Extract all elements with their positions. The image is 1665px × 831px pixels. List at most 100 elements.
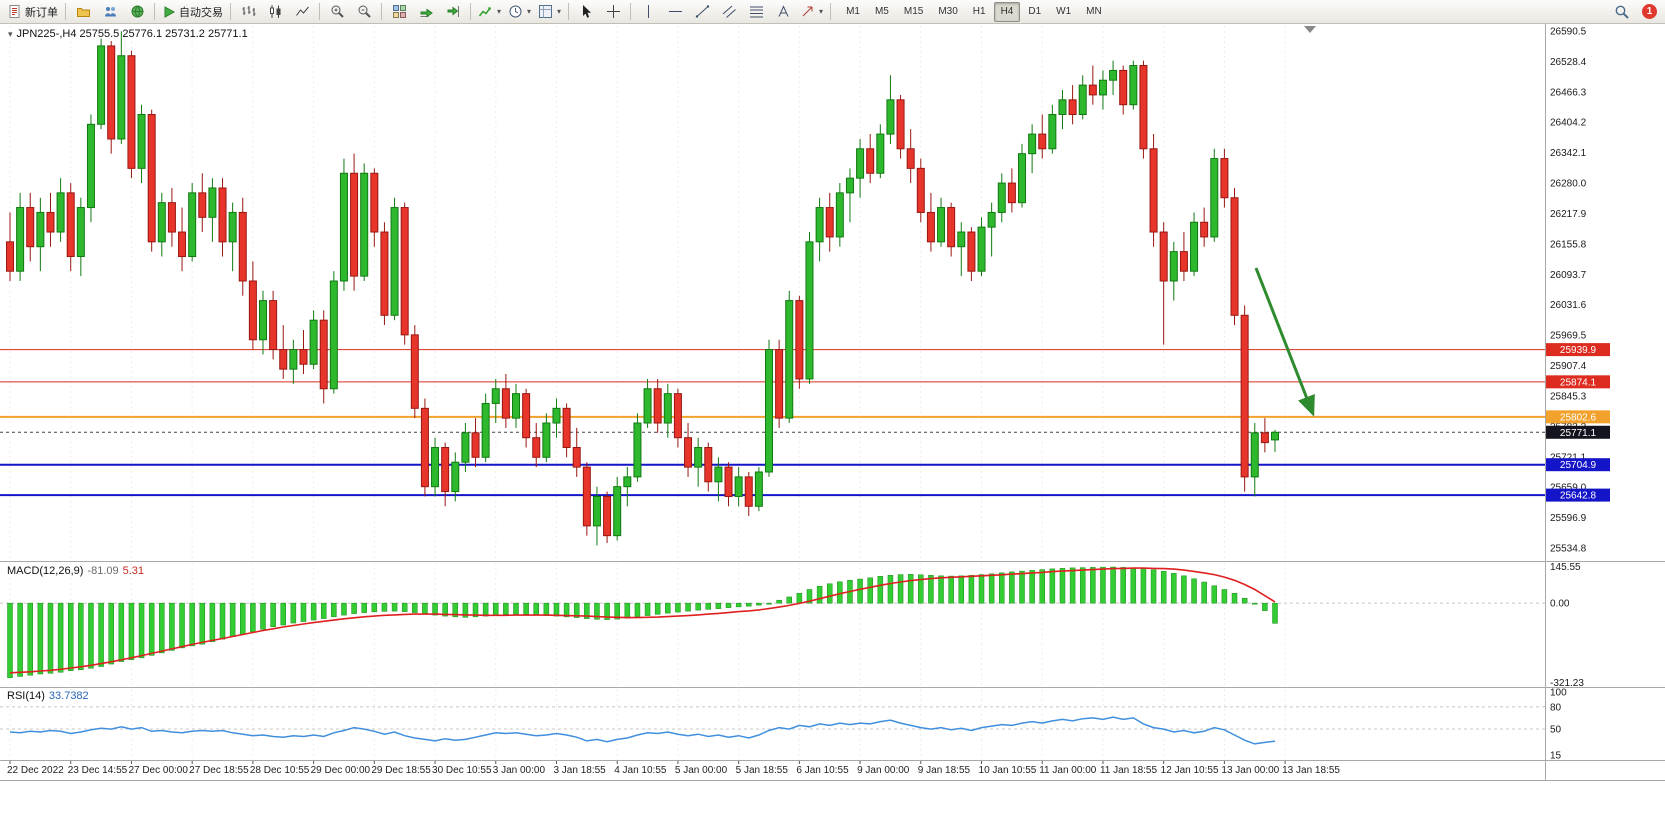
timeframe-h4-button[interactable]: H4 xyxy=(993,1,1021,22)
text-tool-icon xyxy=(778,5,789,17)
templates-icon xyxy=(539,5,553,18)
trendline-tool-button[interactable] xyxy=(689,1,715,23)
rsi-axis[interactable]: 100 80 50 15 xyxy=(1550,688,1567,762)
zoom-out-button[interactable] xyxy=(351,1,377,23)
trend-arrow-annotation[interactable] xyxy=(1254,267,1315,417)
horizontal-line-tool-button[interactable] xyxy=(662,1,688,23)
candles-layer[interactable] xyxy=(6,31,1279,546)
autotrading-icon xyxy=(164,5,176,18)
line-chart-icon xyxy=(295,6,309,16)
autotrading-label: 自动交易 xyxy=(179,6,223,19)
svg-text:27 Dec 18:55: 27 Dec 18:55 xyxy=(189,765,249,776)
price-macd-splitter[interactable] xyxy=(0,559,1665,564)
chart-info-row: ▾ JPN225-,H4 25755.5 25776.1 25731.2 257… xyxy=(7,28,248,40)
svg-text:25874.1: 25874.1 xyxy=(1560,377,1597,388)
svg-text:25969.5: 25969.5 xyxy=(1550,331,1587,342)
horizontal-line-icon xyxy=(668,11,682,12)
toolbar-separator xyxy=(830,3,832,20)
rsi-panel[interactable] xyxy=(0,706,1545,745)
templates-caret-icon: ▾ xyxy=(557,6,562,16)
toolbar-separator xyxy=(65,3,66,20)
macd-signal-value: 5.31 xyxy=(122,565,145,577)
market-watch-icon xyxy=(104,7,116,17)
rsi-label-row: RSI(14) 33.7382 xyxy=(7,690,89,702)
arrows-tool-icon xyxy=(802,6,813,17)
svg-text:15: 15 xyxy=(1550,751,1562,762)
auto-scroll-icon xyxy=(420,8,433,18)
auto-scroll-button[interactable] xyxy=(413,1,439,23)
svg-text:13 Jan 18:55: 13 Jan 18:55 xyxy=(1282,765,1340,776)
timeframe-m30-button[interactable]: M30 xyxy=(938,6,958,17)
svg-text:145.55: 145.55 xyxy=(1550,562,1581,573)
bar-chart-button[interactable] xyxy=(235,1,261,23)
toolbar-separator xyxy=(230,3,231,20)
arrows-tool-button[interactable]: ▾ xyxy=(797,1,826,23)
macd-panel[interactable] xyxy=(0,566,1545,678)
svg-text:11 Jan 18:55: 11 Jan 18:55 xyxy=(1100,765,1158,776)
periods-button[interactable]: ▾ xyxy=(505,1,534,23)
line-chart-button[interactable] xyxy=(289,1,315,23)
templates-button[interactable]: ▾ xyxy=(535,1,564,23)
chart-shift-marker-icon[interactable] xyxy=(1304,26,1316,33)
timeframe-w1-button[interactable]: W1 xyxy=(1056,6,1072,17)
chart-shift-button[interactable] xyxy=(440,1,466,23)
cursor-button[interactable] xyxy=(573,1,599,23)
crosshair-button[interactable] xyxy=(600,1,626,23)
new-order-label: 新订单 xyxy=(25,6,58,19)
panel-borders xyxy=(0,24,1665,781)
toolbar-separator xyxy=(470,3,471,20)
svg-text:-321.23: -321.23 xyxy=(1550,678,1584,689)
new-order-button[interactable]: 新订单 xyxy=(4,1,61,23)
tile-windows-button[interactable] xyxy=(386,1,412,23)
svg-text:30 Dec 10:55: 30 Dec 10:55 xyxy=(432,765,492,776)
chart-menu-icon[interactable]: ▾ xyxy=(8,28,13,39)
svg-text:50: 50 xyxy=(1550,725,1562,736)
cursor-icon xyxy=(582,5,591,18)
timeframe-mn-button[interactable]: MN xyxy=(1086,6,1102,17)
text-tool-button[interactable] xyxy=(770,1,796,23)
timeframe-m15-button[interactable]: M15 xyxy=(903,6,924,17)
candlestick-chart-button[interactable] xyxy=(262,1,288,23)
periods-clock-icon xyxy=(509,5,522,18)
svg-text:29 Dec 18:55: 29 Dec 18:55 xyxy=(371,765,431,776)
price-axis[interactable]: 26590.5 26528.4 26466.3 26404.2 26342.1 26280… xyxy=(1550,27,1587,555)
svg-text:25771.1: 25771.1 xyxy=(1560,428,1597,439)
search-button[interactable] xyxy=(1609,1,1635,23)
timeframe-d1-button[interactable]: D1 xyxy=(1028,6,1042,17)
indicators-button[interactable]: ▾ xyxy=(475,1,504,23)
zoom-in-button[interactable] xyxy=(324,1,350,23)
navigator-button[interactable] xyxy=(124,1,150,23)
new-order-icon xyxy=(9,5,20,18)
trendline-icon xyxy=(695,5,709,18)
vertical-line-icon xyxy=(647,5,649,18)
channel-tool-button[interactable] xyxy=(716,1,742,23)
svg-text:26590.5: 26590.5 xyxy=(1550,27,1587,38)
svg-text:9 Jan 18:55: 9 Jan 18:55 xyxy=(918,765,971,776)
notification-badge[interactable]: 1 xyxy=(1642,4,1657,19)
svg-text:11 Jan 00:00: 11 Jan 00:00 xyxy=(1039,765,1097,776)
periods-caret-icon: ▾ xyxy=(527,6,532,16)
svg-text:25659.0: 25659.0 xyxy=(1550,483,1587,494)
time-axis[interactable]: 22 Dec 2022 23 Dec 14:55 27 Dec 00:00 27 De… xyxy=(7,761,1340,776)
crosshair-icon xyxy=(606,5,620,18)
svg-text:10 Jan 10:55: 10 Jan 10:55 xyxy=(979,765,1037,776)
bar-chart-icon xyxy=(242,6,255,16)
indicators-icon xyxy=(478,7,492,17)
market-watch-button[interactable] xyxy=(97,1,123,23)
macd-rsi-splitter[interactable] xyxy=(0,685,1665,690)
macd-axis[interactable]: 145.55 0.00 -321.23 xyxy=(1550,562,1584,689)
candlestick-chart-icon xyxy=(269,5,280,18)
svg-text:26155.8: 26155.8 xyxy=(1550,239,1587,250)
timeframe-m1-button[interactable]: M1 xyxy=(846,6,860,17)
fibonacci-tool-button[interactable] xyxy=(743,1,769,23)
toolbar-separator xyxy=(381,3,382,20)
macd-main-value: -81.09 xyxy=(87,565,119,577)
timeframe-m5-button[interactable]: M5 xyxy=(874,6,889,17)
profiles-button[interactable] xyxy=(70,1,96,23)
autotrading-button[interactable]: 自动交易 xyxy=(159,1,226,23)
timeframe-h1-button[interactable]: H1 xyxy=(972,6,986,17)
timeframe-group: M1 M5 M15 M30 H1 H4 D1 W1 MN xyxy=(839,1,1109,22)
vertical-line-tool-button[interactable] xyxy=(635,1,661,23)
